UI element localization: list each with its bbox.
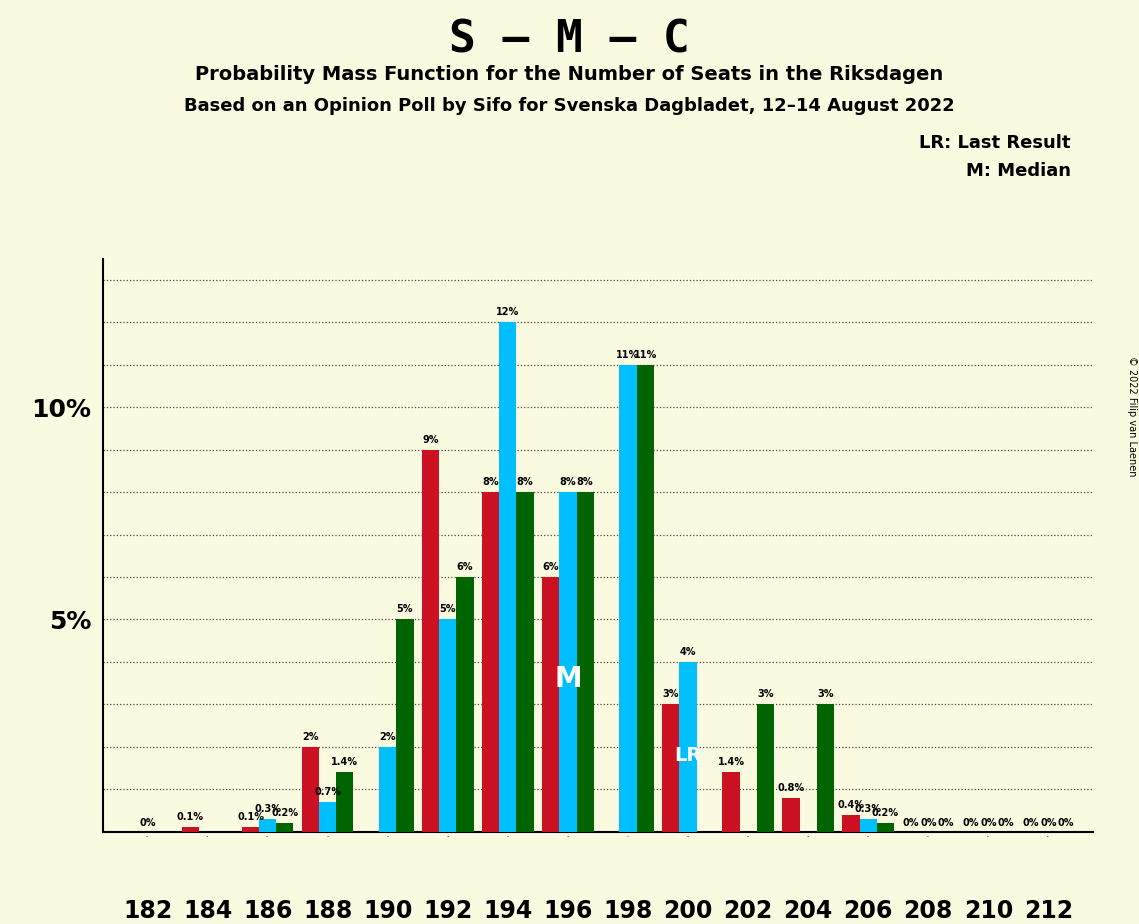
Text: 12%: 12% (497, 308, 519, 317)
Text: 182: 182 (123, 899, 172, 923)
Text: 0%: 0% (139, 818, 156, 828)
Bar (277, 823, 294, 832)
Bar (620, 365, 637, 832)
Text: © 2022 Filip van Laenen: © 2022 Filip van Laenen (1126, 356, 1137, 476)
Text: S – M – C: S – M – C (449, 18, 690, 62)
Text: 206: 206 (844, 899, 893, 923)
Bar (182, 827, 199, 832)
Text: 1.4%: 1.4% (718, 757, 745, 767)
Text: 184: 184 (183, 899, 232, 923)
Text: LR: LR (674, 746, 702, 765)
Bar (259, 819, 277, 832)
Bar (782, 797, 800, 832)
Text: 0.2%: 0.2% (271, 808, 298, 818)
Bar (423, 450, 440, 832)
Text: 0%: 0% (962, 818, 980, 828)
Text: 0.3%: 0.3% (854, 804, 882, 814)
Text: 0.4%: 0.4% (837, 799, 865, 809)
Text: 11%: 11% (633, 349, 657, 359)
Text: LR: Last Result: LR: Last Result (919, 134, 1071, 152)
Text: 6%: 6% (542, 562, 559, 572)
Bar (542, 577, 559, 832)
Bar (396, 619, 413, 832)
Bar (843, 815, 860, 832)
Bar (637, 365, 654, 832)
Bar (860, 819, 877, 832)
Text: 200: 200 (663, 899, 713, 923)
Bar (516, 492, 534, 832)
Bar (756, 704, 773, 832)
Bar (559, 492, 576, 832)
Text: 5%: 5% (396, 604, 413, 614)
Text: 204: 204 (784, 899, 833, 923)
Text: 0%: 0% (937, 818, 953, 828)
Text: 2%: 2% (302, 732, 319, 742)
Text: 5%: 5% (440, 604, 456, 614)
Text: 210: 210 (964, 899, 1013, 923)
Text: 8%: 8% (559, 477, 576, 487)
Text: 188: 188 (303, 899, 352, 923)
Bar (457, 577, 474, 832)
Text: 4%: 4% (680, 647, 696, 657)
Text: 9%: 9% (423, 434, 439, 444)
Text: 0%: 0% (998, 818, 1014, 828)
Text: 1.4%: 1.4% (331, 757, 359, 767)
Text: 0%: 0% (903, 818, 919, 828)
Text: 190: 190 (363, 899, 412, 923)
Text: 0.2%: 0.2% (871, 808, 899, 818)
Text: 212: 212 (1024, 899, 1073, 923)
Bar (302, 747, 319, 832)
Text: 0.1%: 0.1% (177, 812, 204, 822)
Text: 8%: 8% (517, 477, 533, 487)
Text: 2%: 2% (379, 732, 396, 742)
Text: Based on an Opinion Poll by Sifo for Svenska Dagbladet, 12–14 August 2022: Based on an Opinion Poll by Sifo for Sve… (185, 97, 954, 115)
Text: 0.3%: 0.3% (254, 804, 281, 814)
Text: 3%: 3% (757, 689, 773, 699)
Text: 208: 208 (903, 899, 953, 923)
Text: 0%: 0% (1057, 818, 1074, 828)
Bar (336, 772, 353, 832)
Text: 202: 202 (723, 899, 772, 923)
Text: 0.8%: 0.8% (778, 783, 804, 793)
Text: 11%: 11% (616, 349, 640, 359)
Bar (319, 802, 336, 832)
Bar (722, 772, 739, 832)
Text: M: M (555, 665, 582, 693)
Text: 8%: 8% (483, 477, 499, 487)
Text: 0%: 0% (1023, 818, 1040, 828)
Bar (241, 827, 259, 832)
Bar (499, 322, 516, 832)
Text: 0%: 0% (980, 818, 997, 828)
Text: Probability Mass Function for the Number of Seats in the Riksdagen: Probability Mass Function for the Number… (196, 65, 943, 84)
Text: 198: 198 (604, 899, 653, 923)
Text: 3%: 3% (817, 689, 834, 699)
Text: 0.1%: 0.1% (237, 812, 264, 822)
Text: 0%: 0% (920, 818, 936, 828)
Text: 8%: 8% (576, 477, 593, 487)
Text: 186: 186 (243, 899, 293, 923)
Bar (680, 662, 697, 832)
Bar (482, 492, 499, 832)
Bar (817, 704, 834, 832)
Text: 0%: 0% (1040, 818, 1057, 828)
Bar (379, 747, 396, 832)
Bar (662, 704, 680, 832)
Text: 194: 194 (483, 899, 533, 923)
Text: 192: 192 (424, 899, 473, 923)
Bar (440, 619, 457, 832)
Bar (877, 823, 894, 832)
Text: 0.7%: 0.7% (314, 787, 342, 796)
Text: 3%: 3% (663, 689, 679, 699)
Bar (576, 492, 593, 832)
Text: 6%: 6% (457, 562, 473, 572)
Text: M: Median: M: Median (966, 162, 1071, 179)
Text: 196: 196 (543, 899, 592, 923)
